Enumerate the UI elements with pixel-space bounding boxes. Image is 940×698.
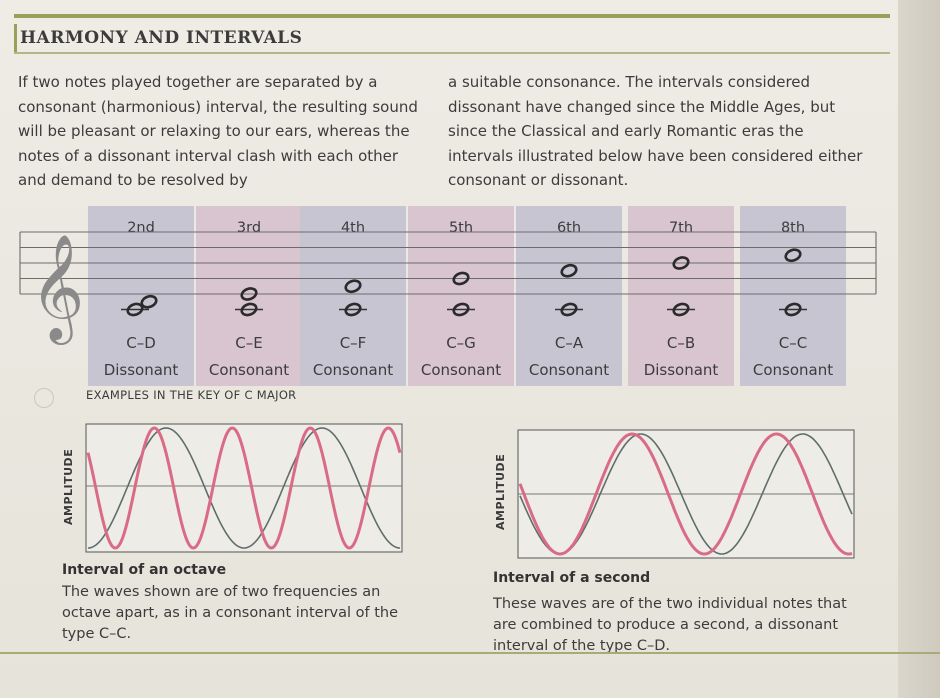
interval-type: Consonant xyxy=(420,361,502,379)
second-wave-chart xyxy=(517,429,855,559)
interval-column-2nd: 2nd C–D Dissonant xyxy=(88,206,194,386)
whole-note-icon xyxy=(784,302,802,317)
interval-column-8th: 8th C–C Consonant xyxy=(740,206,846,386)
whole-note-icon xyxy=(784,248,802,263)
intro-text-right: a suitable consonance. The intervals con… xyxy=(448,73,863,189)
heading-tab xyxy=(14,24,17,54)
whole-note-icon xyxy=(452,271,470,286)
whole-note-icon xyxy=(344,302,362,317)
octave-caption-title: Interval of an octave xyxy=(62,562,227,578)
interval-column-7th: 7th C–B Dissonant xyxy=(628,206,734,386)
treble-clef-icon: 𝄞 xyxy=(30,233,84,345)
interval-notes: C–G xyxy=(446,334,476,352)
second-amplitude-label: AMPLITUDE xyxy=(494,453,507,530)
intro-text-left: If two notes played together are separat… xyxy=(18,73,418,189)
whole-note-icon xyxy=(240,302,258,317)
second-caption-body: These waves are of the two individual no… xyxy=(493,596,847,654)
page-edge xyxy=(898,0,940,698)
interval-notes: C–C xyxy=(778,334,808,352)
whole-note-icon xyxy=(126,302,144,317)
interval-type: Consonant xyxy=(528,361,610,379)
interval-notes: C–A xyxy=(554,334,584,352)
whole-note-icon xyxy=(344,279,362,294)
interval-type: Consonant xyxy=(208,361,290,379)
interval-type: Dissonant xyxy=(643,361,719,379)
heading-rule xyxy=(14,52,890,54)
interval-type: Dissonant xyxy=(103,361,179,379)
interval-notes: C–E xyxy=(235,334,263,352)
interval-staff-diagram: 2nd C–D Dissonant 3rd C–E Consonant 4th C–F Cons… xyxy=(0,200,900,400)
whole-note-icon xyxy=(140,294,158,309)
octave-wave-high xyxy=(86,426,402,550)
bottom-rule xyxy=(0,652,940,654)
whole-note-icon xyxy=(240,287,258,301)
second-wave-d xyxy=(518,432,853,556)
octave-wave-chart xyxy=(85,423,403,553)
interval-column-5th: 5th C–G Consonant xyxy=(408,206,514,386)
interval-type: Consonant xyxy=(312,361,394,379)
second-caption-title: Interval of a second xyxy=(493,570,651,586)
interval-notes: C–B xyxy=(666,334,696,352)
whole-note-icon xyxy=(452,302,470,317)
whole-note-icon xyxy=(672,302,690,317)
interval-column-6th: 6th C–A Consonant xyxy=(516,206,622,386)
octave-amplitude-label: AMPLITUDE xyxy=(62,448,75,525)
music-staff: 𝄞 xyxy=(19,231,877,345)
octave-caption-body: The waves shown are of two frequencies a… xyxy=(62,584,399,642)
interval-type: Consonant xyxy=(752,361,834,379)
whole-note-icon xyxy=(560,263,578,278)
interval-notes: C–D xyxy=(126,334,156,352)
examples-caption: EXAMPLES IN THE KEY OF C MAJOR xyxy=(86,388,297,402)
decorative-circle xyxy=(34,388,54,408)
octave-chart-frame xyxy=(85,423,403,553)
top-rule xyxy=(14,14,890,18)
interval-notes: C–F xyxy=(339,334,367,352)
interval-column-4th: 4th C–F Consonant xyxy=(300,206,406,386)
section-heading: HARMONY AND INTERVALS xyxy=(20,28,303,48)
whole-note-icon xyxy=(672,256,690,270)
whole-note-icon xyxy=(560,302,578,317)
